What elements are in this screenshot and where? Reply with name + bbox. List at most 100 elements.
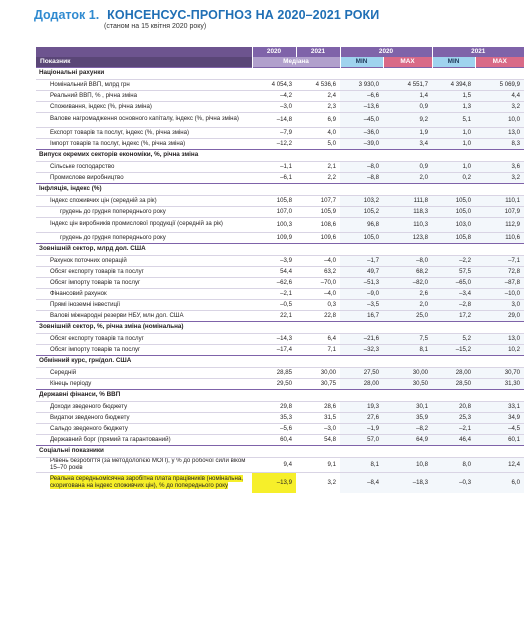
indicator-name: Реальний ВВП, % , річна зміна <box>36 89 252 101</box>
value-median-2020: 9,4 <box>252 456 296 472</box>
value-median-2021: –70,0 <box>296 276 340 288</box>
value-max-2020: 68,2 <box>383 265 432 277</box>
section-header-row: Соціальні показники <box>36 444 524 457</box>
section-title: Соціальні показники <box>36 444 524 457</box>
table-row: Середній 28,85 30,00 27,50 30,00 28,00 30,70 <box>36 366 524 378</box>
value-min-2020: –21,6 <box>340 332 383 344</box>
indicator-name: Валові міжнародні резерви НБУ, млн дол. … <box>36 309 252 321</box>
value-median-2020: –4,2 <box>252 89 296 101</box>
value-median-2020: 107,0 <box>252 205 296 217</box>
value-median-2020: 54,4 <box>252 265 296 277</box>
value-median-2021: 9,1 <box>296 456 340 472</box>
value-median-2020: 105,8 <box>252 194 296 206</box>
header-min-2020: MIN <box>339 57 383 67</box>
value-min-2021: 103,0 <box>432 216 475 232</box>
value-max-2021: 12,4 <box>475 456 524 472</box>
section-title: Зовнішній сектор, млрд дол. США <box>36 242 524 255</box>
table-row: Споживання, індекс (%, річна зміна) –3,0 2… <box>36 100 524 112</box>
value-min-2020: 57,0 <box>340 433 383 445</box>
value-max-2021: 10,0 <box>475 111 524 127</box>
value-max-2020: –18,3 <box>383 471 432 493</box>
value-max-2020: –8,2 <box>383 422 432 434</box>
section-header-row: Зовнішній сектор, млрд дол. США <box>36 242 524 255</box>
value-median-2021: 4 536,6 <box>296 78 340 90</box>
section-title: Національні рахунки <box>36 66 524 79</box>
table-row: Індекс цін виробників промислової продук… <box>36 216 524 232</box>
value-min-2021: 0,2 <box>432 171 475 183</box>
value-min-2020: 16,7 <box>340 309 383 321</box>
value-max-2021: 8,3 <box>475 137 524 149</box>
value-max-2021: 29,0 <box>475 309 524 321</box>
value-median-2021: 31,5 <box>296 411 340 423</box>
value-median-2021: 105,9 <box>296 205 340 217</box>
page-subtitle: (станом на 15 квітня 2020 року) <box>104 23 207 30</box>
table-row: Імпорт товарів та послуг, індекс (%, річ… <box>36 137 524 149</box>
value-median-2021: –4,0 <box>296 287 340 299</box>
value-max-2020: 123,8 <box>383 231 432 243</box>
value-median-2020: 29,50 <box>252 377 296 389</box>
header-row-labels: Показник Медіана MIN MAX MIN MAX <box>36 57 524 67</box>
value-median-2020: –1,1 <box>252 160 296 172</box>
table-row: Реальна середньомісячна заробітна плата … <box>36 471 524 493</box>
value-min-2020: –9,0 <box>340 287 383 299</box>
value-min-2020: 8,1 <box>340 456 383 472</box>
table-row: Доходи зведеного бюджету 29,8 28,6 19,3 30,1… <box>36 400 524 412</box>
value-median-2020: 29,8 <box>252 400 296 412</box>
value-min-2020: 105,2 <box>340 205 383 217</box>
section-header-row: Державні фінанси, % ВВП <box>36 388 524 401</box>
value-median-2021: 54,8 <box>296 433 340 445</box>
value-max-2020: 1,9 <box>383 126 432 138</box>
table-row: Обсяг імпорту товарів та послуг –62,6 –70,… <box>36 276 524 288</box>
indicator-name: Імпорт товарів та послуг, індекс (%, річ… <box>36 137 252 149</box>
value-min-2021: 5,1 <box>432 111 475 127</box>
value-min-2021: 25,3 <box>432 411 475 423</box>
value-median-2021: 2,1 <box>296 160 340 172</box>
indicator-name: Сільське господарство <box>36 160 252 172</box>
indicator-name: грудень до грудня попереднього року <box>36 205 252 217</box>
value-min-2021: –15,2 <box>432 343 475 355</box>
value-max-2020: 2,0 <box>383 298 432 310</box>
indicator-name: Промислове виробництво <box>36 171 252 183</box>
header-range-2021: 2021 <box>431 47 524 57</box>
table-row: грудень до грудня попереднього року 109,9… <box>36 231 524 243</box>
value-min-2020: 96,8 <box>340 216 383 232</box>
value-median-2020: 35,3 <box>252 411 296 423</box>
value-max-2020: 0,9 <box>383 100 432 112</box>
value-median-2021: 0,3 <box>296 298 340 310</box>
value-median-2020: –62,6 <box>252 276 296 288</box>
value-median-2021: 108,6 <box>296 216 340 232</box>
value-median-2020: –12,2 <box>252 137 296 149</box>
value-max-2020: 2,6 <box>383 287 432 299</box>
section-title: Державні фінанси, % ВВП <box>36 388 524 401</box>
value-min-2021: 1,0 <box>432 160 475 172</box>
table-row: Державний борг (прямий та гарантований) 6… <box>36 433 524 445</box>
value-median-2021: 5,0 <box>296 137 340 149</box>
indicator-name: Валове нагромадження основного капіталу,… <box>36 111 252 127</box>
indicator-name: Обсяг експорту товарів та послуг <box>36 332 252 344</box>
indicator-name: Видатки зведеного бюджету <box>36 411 252 423</box>
value-min-2020: –1,7 <box>340 254 383 266</box>
table-row: Експорт товарів та послуг, індекс (%, рі… <box>36 126 524 138</box>
value-min-2021: 20,8 <box>432 400 475 412</box>
value-median-2020: –14,8 <box>252 111 296 127</box>
value-min-2021: –2,8 <box>432 298 475 310</box>
value-median-2021: 2,4 <box>296 89 340 101</box>
header-row-years: 2020 2021 2020 2021 <box>36 47 524 57</box>
value-min-2021: –65,0 <box>432 276 475 288</box>
value-max-2021: 30,70 <box>475 366 524 378</box>
section-header-row: Інфляція, індекс (%) <box>36 182 524 195</box>
value-median-2021: 2,3 <box>296 100 340 112</box>
value-max-2021: 10,2 <box>475 343 524 355</box>
header-blank <box>36 47 252 57</box>
table-row: Реальний ВВП, % , річна зміна –4,2 2,4 –6,6… <box>36 89 524 101</box>
value-max-2020: 30,1 <box>383 400 432 412</box>
value-median-2020: –14,3 <box>252 332 296 344</box>
page-header: Додаток 1. КОНСЕНСУС-ПРОГНОЗ НА 2020–202… <box>34 8 524 30</box>
value-min-2020: –3,5 <box>340 298 383 310</box>
header-median: Медіана <box>251 57 340 67</box>
value-max-2021: 3,2 <box>475 100 524 112</box>
indicator-name: Рівень безробіття (за методологією МОП),… <box>36 456 252 472</box>
value-max-2020: 64,9 <box>383 433 432 445</box>
table-row: Номінальний ВВП, млрд грн 4 054,3 4 536,6 3… <box>36 78 524 90</box>
value-min-2021: 5,2 <box>432 332 475 344</box>
